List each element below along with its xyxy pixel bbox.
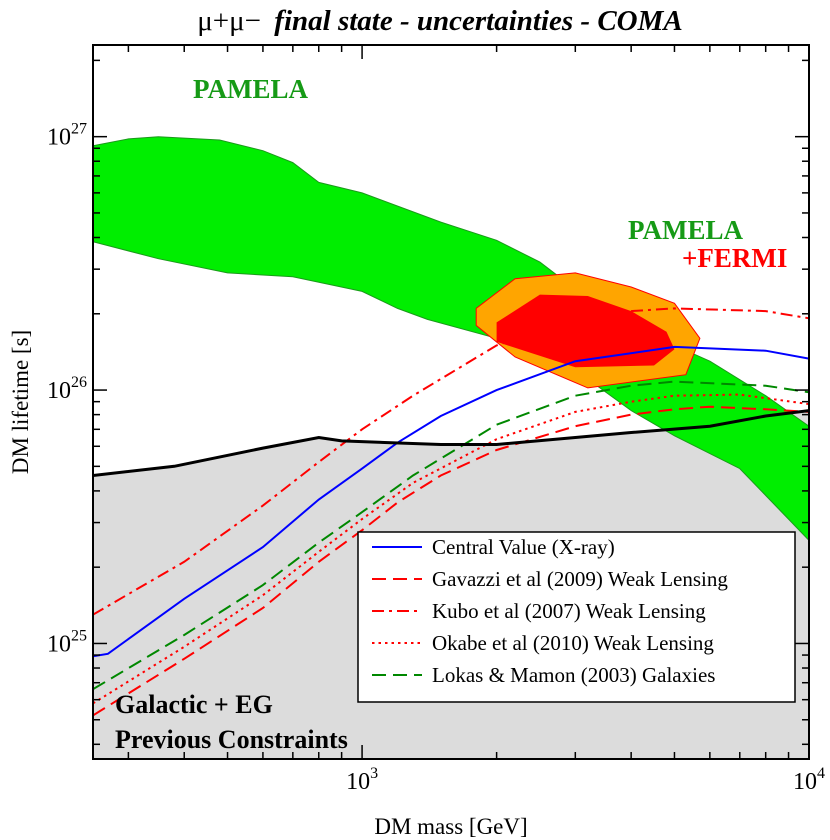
pamela-fermi-inner-contour: [496, 294, 675, 368]
legend-label-1: Gavazzi et al (2009) Weak Lensing: [432, 567, 728, 591]
chart-title: μ+μ− final state - uncertainties - COMA: [197, 5, 683, 37]
legend-label-0: Central Value (X-ray): [432, 535, 615, 559]
y-tick-label-1: 1026: [47, 374, 87, 404]
y-tick-label-base: 10: [47, 631, 71, 657]
series-line-3: [93, 393, 809, 705]
pamela-fermi-label-line2: +FERMI: [682, 243, 787, 273]
pamela-label: PAMELA: [193, 74, 308, 104]
legend-label-2: Kubo et al (2007) Weak Lensing: [432, 599, 706, 623]
legend-label-3: Okabe et al (2010) Weak Lensing: [432, 631, 714, 655]
y-tick-label-exponent: 26: [71, 374, 87, 391]
chart-title-emphasis: final state - uncertainties - COMA: [274, 5, 682, 37]
series-line-1: [93, 405, 809, 717]
y-axis-label: DM lifetime [s]: [8, 330, 33, 474]
x-tick-label-0: 103: [346, 765, 378, 795]
y-tick-label-exponent: 27: [71, 121, 87, 138]
series-line-4: [93, 380, 809, 691]
previous-constraints-label-line1: Galactic + EG: [115, 690, 273, 719]
y-tick-label-0: 1025: [47, 627, 87, 657]
y-tick-label-2: 1027: [47, 121, 87, 151]
y-tick-label-exponent: 25: [71, 627, 87, 644]
legend: Central Value (X-ray) Gavazzi et al (2009…: [357, 531, 796, 703]
legend-box: [357, 531, 796, 703]
x-tick-label-exponent: 4: [817, 765, 825, 782]
x-tick-label-base: 10: [793, 769, 817, 795]
legend-label-4: Lokas & Mamon (2003) Galaxies: [432, 663, 715, 687]
previous-constraints-label-line2: Previous Constraints: [115, 725, 348, 754]
series-line-2: [93, 307, 809, 616]
pamela-fermi-label-line1: PAMELA: [628, 215, 743, 245]
x-tick-label-exponent: 3: [370, 765, 378, 782]
series-line-5: [93, 409, 809, 477]
chart-title-prefix: μ+μ−: [197, 5, 261, 37]
y-tick-label-base: 10: [47, 378, 71, 404]
x-tick-label-base: 10: [346, 769, 370, 795]
y-tick-label-base: 10: [47, 125, 71, 151]
x-tick-label-1: 104: [793, 765, 825, 795]
x-axis-label: DM mass [GeV]: [374, 814, 527, 839]
